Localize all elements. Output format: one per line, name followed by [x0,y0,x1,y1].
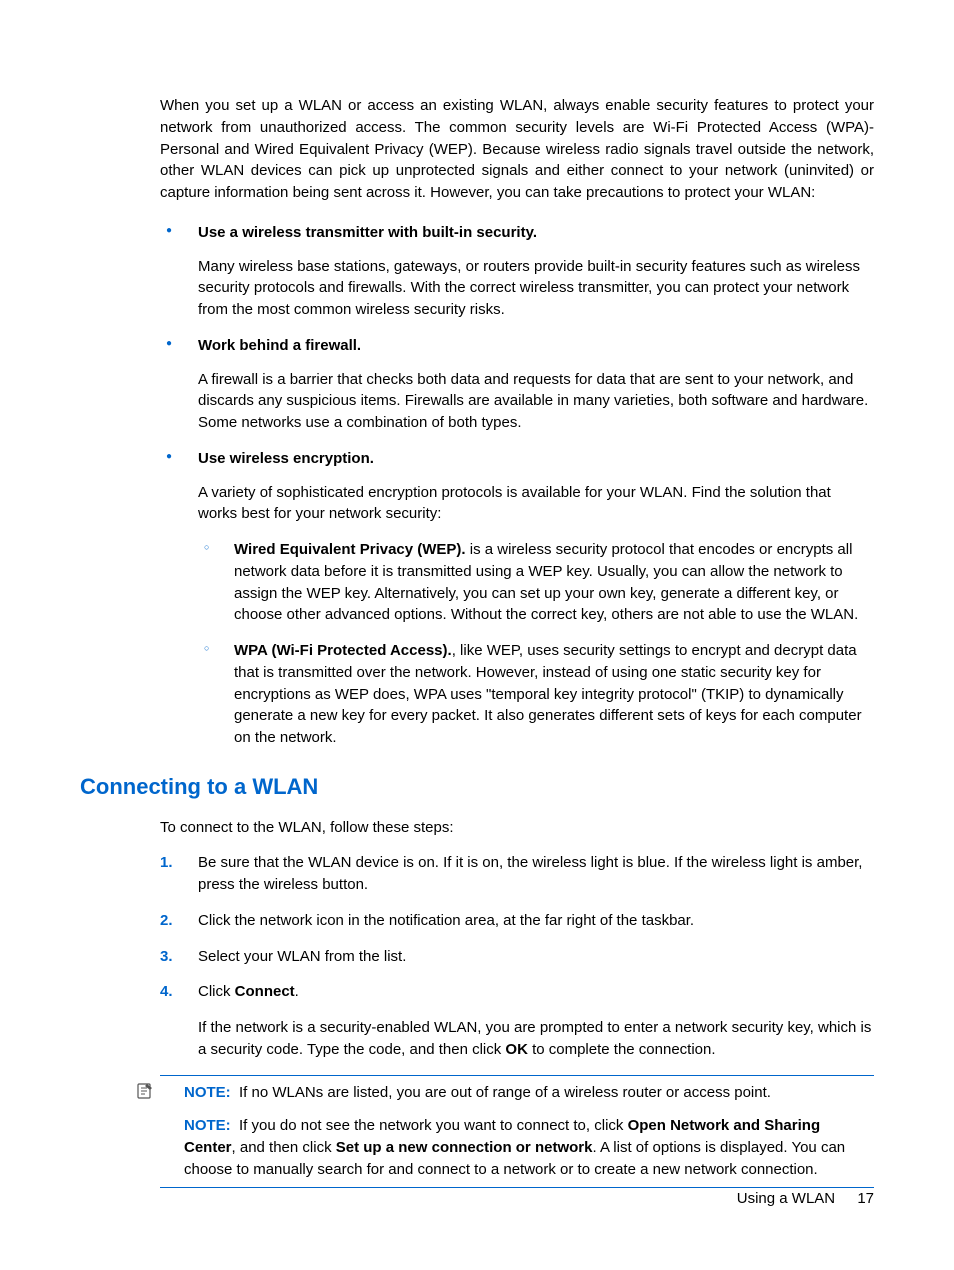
step-number: 3. [160,946,173,968]
connect-steps-list: 1. Be sure that the WLAN device is on. I… [160,852,874,1060]
step-4: 4. Click Connect. If the network is a se… [160,981,874,1060]
step-number: 4. [160,981,173,1003]
sub-bullet-wpa: WPA (Wi-Fi Protected Access)., like WEP,… [198,640,874,749]
precautions-list: Use a wireless transmitter with built-in… [160,222,874,749]
note-2: NOTE: If you do not see the network you … [160,1115,874,1180]
footer-section: Using a WLAN [737,1190,835,1207]
extra-post: to complete the connection. [528,1041,716,1058]
note-1: NOTE: If no WLANs are listed, you are ou… [160,1082,874,1104]
bullet-body: Many wireless base stations, gateways, o… [198,256,874,321]
page-footer: Using a WLAN 17 [737,1188,874,1210]
step-bold: Connect [235,983,295,1000]
step-post: . [295,983,299,1000]
sub-bold: WPA (Wi-Fi Protected Access). [234,642,452,659]
note-text: If no WLANs are listed, you are out of r… [239,1084,771,1101]
note2-b2: Set up a new connection or network [336,1139,593,1156]
note2-t1: If you do not see the network you want t… [239,1117,628,1134]
encryption-sub-list: Wired Equivalent Privacy (WEP). is a wir… [198,539,874,749]
step-extra: If the network is a security-enabled WLA… [198,1017,874,1061]
bullet-title: Work behind a firewall. [198,335,874,357]
extra-bold: OK [505,1041,528,1058]
step-number: 1. [160,852,173,874]
footer-page-number: 17 [857,1190,874,1207]
bullet-title: Use a wireless transmitter with built-in… [198,222,874,244]
step-text: Be sure that the WLAN device is on. If i… [198,854,862,893]
note-label: NOTE: [184,1117,231,1134]
bullet-item-firewall: Work behind a firewall. A firewall is a … [160,335,874,434]
bullet-body: A variety of sophisticated encryption pr… [198,482,874,526]
bullet-item-encryption: Use wireless encryption. A variety of so… [160,448,874,749]
section-heading-connecting: Connecting to a WLAN [80,771,874,803]
bullet-item-transmitter: Use a wireless transmitter with built-in… [160,222,874,321]
step-text: Select your WLAN from the list. [198,948,406,965]
note-block: NOTE: If no WLANs are listed, you are ou… [160,1075,874,1188]
step-3: 3. Select your WLAN from the list. [160,946,874,968]
step-number: 2. [160,910,173,932]
step-text: Click the network icon in the notificati… [198,912,694,929]
note2-t2: , and then click [232,1139,336,1156]
step-1: 1. Be sure that the WLAN device is on. I… [160,852,874,896]
note-label: NOTE: [184,1084,231,1101]
step-pre: Click [198,983,235,1000]
bullet-body: A firewall is a barrier that checks both… [198,369,874,434]
step-2: 2. Click the network icon in the notific… [160,910,874,932]
intro-paragraph: When you set up a WLAN or access an exis… [160,95,874,204]
bullet-title: Use wireless encryption. [198,448,874,470]
section-intro: To connect to the WLAN, follow these ste… [160,817,874,839]
sub-bold: Wired Equivalent Privacy (WEP). [234,541,466,558]
sub-bullet-wep: Wired Equivalent Privacy (WEP). is a wir… [198,539,874,626]
note-icon [136,1082,154,1100]
